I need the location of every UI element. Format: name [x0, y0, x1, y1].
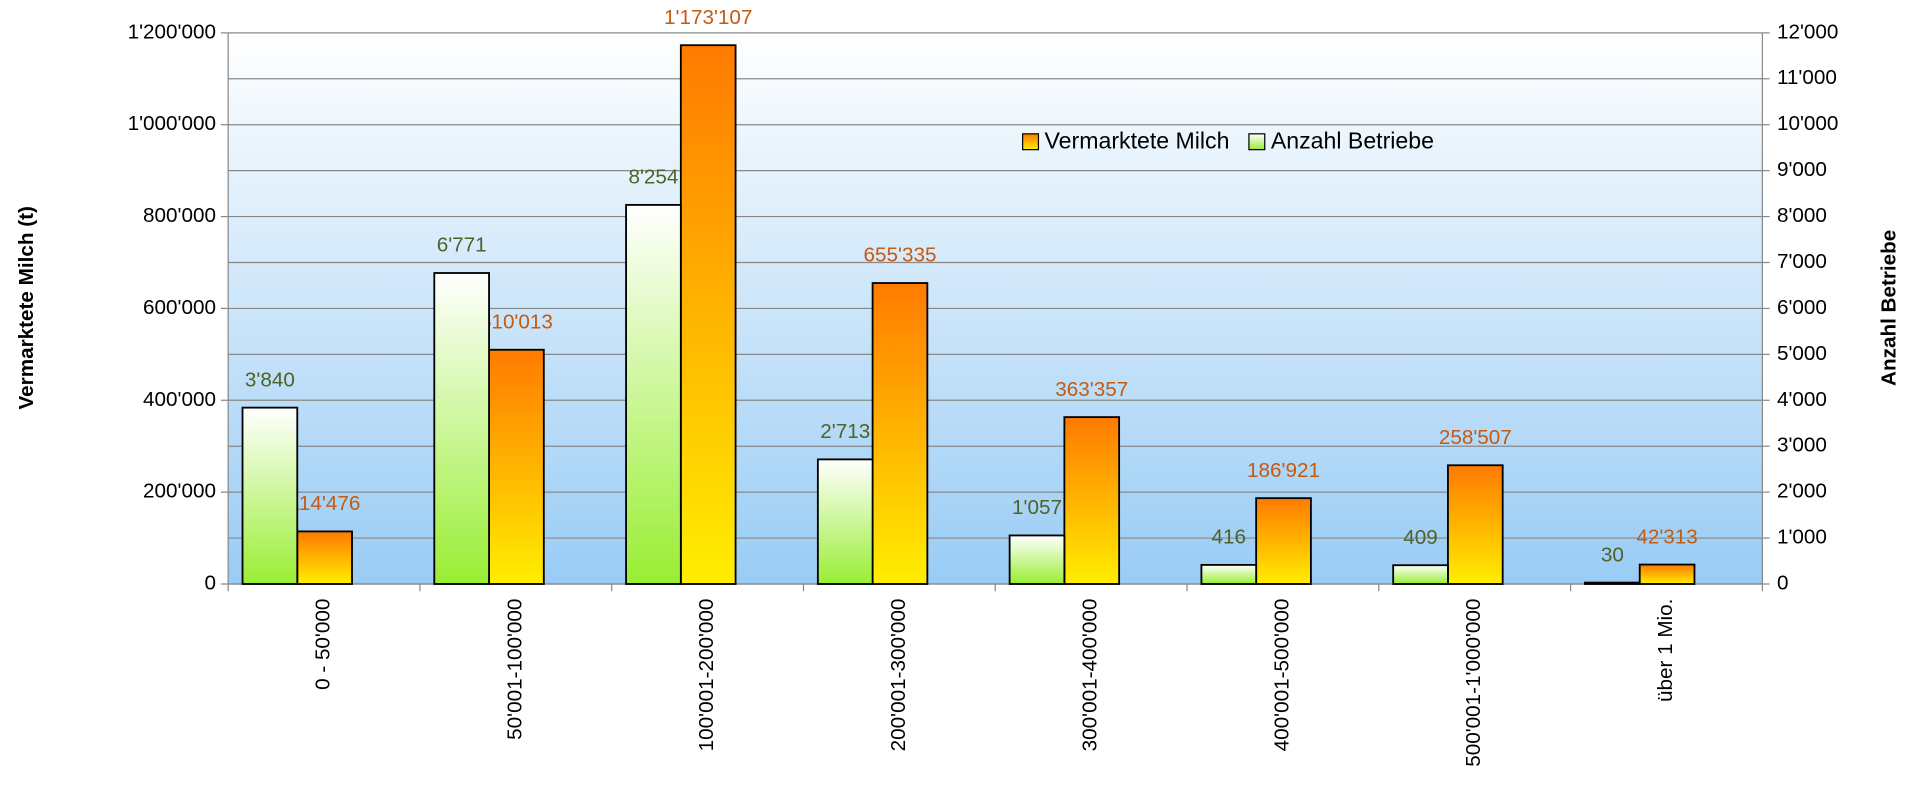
y2-tick-label: 10'000: [1777, 112, 1838, 135]
bar: [1063, 416, 1121, 585]
value-label: 363'357: [1055, 378, 1128, 401]
legend-swatch: [1022, 133, 1040, 151]
x-tick-label: über 1 Mio.: [1654, 599, 1677, 702]
y2-tick-label: 2'000: [1777, 480, 1827, 503]
x-tick-label: 0 - 50'000: [312, 599, 335, 690]
x-tick-label: 50'001-100'000: [503, 599, 526, 740]
x-tick-label: 500'001-1'000'000: [1462, 599, 1485, 767]
value-label: 30: [1601, 543, 1624, 566]
value-label: 6'771: [437, 234, 487, 257]
y2-tick-label: 0: [1777, 571, 1789, 594]
bar: [1255, 497, 1312, 585]
bar: [433, 272, 490, 585]
bar: [679, 44, 737, 585]
y-tick-label: 1'200'000: [128, 20, 216, 43]
y2-tick-label: 6'000: [1777, 296, 1827, 319]
y2-tick-label: 5'000: [1777, 342, 1827, 365]
value-label: 655'335: [864, 244, 937, 267]
value-label: 409: [1403, 526, 1438, 549]
bar: [1638, 563, 1696, 585]
y2-tick-label: 4'000: [1777, 388, 1827, 411]
bar: [1447, 464, 1504, 585]
bar: [1008, 534, 1066, 585]
bar: [488, 348, 545, 585]
y2-tick-label: 7'000: [1777, 250, 1827, 273]
value-label: 1'173'107: [664, 6, 752, 29]
bar: [871, 282, 929, 585]
bar: [241, 406, 299, 585]
value-label: 258'507: [1439, 426, 1512, 449]
y-tick-label: 0: [204, 571, 216, 594]
legend-swatch: [1248, 133, 1266, 151]
bar: [1392, 564, 1449, 585]
x-tick-label: 200'001-300'000: [887, 599, 910, 752]
y2-tick-label: 3'000: [1777, 434, 1827, 457]
y2-tick-label: 12'000: [1777, 20, 1838, 43]
value-label: 8'254: [628, 166, 678, 189]
bar: [625, 203, 682, 585]
value-label: 1'057: [1012, 496, 1062, 519]
y2-axis-title: Anzahl Betriebe: [1878, 230, 1901, 386]
value-label: 114'476: [289, 492, 360, 515]
x-tick-label: 300'001-400'000: [1079, 599, 1102, 752]
value-label: 186'921: [1247, 459, 1320, 482]
y2-tick-label: 8'000: [1777, 204, 1827, 227]
bar: [1200, 563, 1258, 585]
y-tick-label: 1'000'000: [128, 112, 216, 135]
bar: [296, 530, 353, 585]
legend-label: Anzahl Betriebe: [1271, 127, 1434, 153]
legend-label: Vermarktete Milch: [1045, 127, 1230, 153]
x-tick-label: 100'001-200'000: [695, 599, 718, 752]
x-tick-label: 400'001-500'000: [1270, 599, 1293, 752]
y2-tick-label: 1'000: [1777, 526, 1827, 549]
y-axis-title: Vermarktete Milch (t): [15, 206, 38, 409]
bar: [1584, 581, 1641, 585]
y2-tick-label: 9'000: [1777, 158, 1827, 181]
value-label: 3'840: [245, 368, 295, 391]
y-tick-label: 200'000: [143, 480, 216, 503]
value-label: 416: [1212, 526, 1247, 549]
y-tick-label: 800'000: [143, 204, 216, 227]
value-label: 42'313: [1636, 525, 1697, 548]
y-tick-label: 400'000: [143, 388, 216, 411]
value-label: 2'713: [820, 420, 870, 443]
y2-tick-label: 11'000: [1777, 66, 1837, 89]
bar: [816, 458, 874, 585]
value-label: 510'013: [480, 310, 553, 333]
y-tick-label: 600'000: [143, 296, 216, 319]
